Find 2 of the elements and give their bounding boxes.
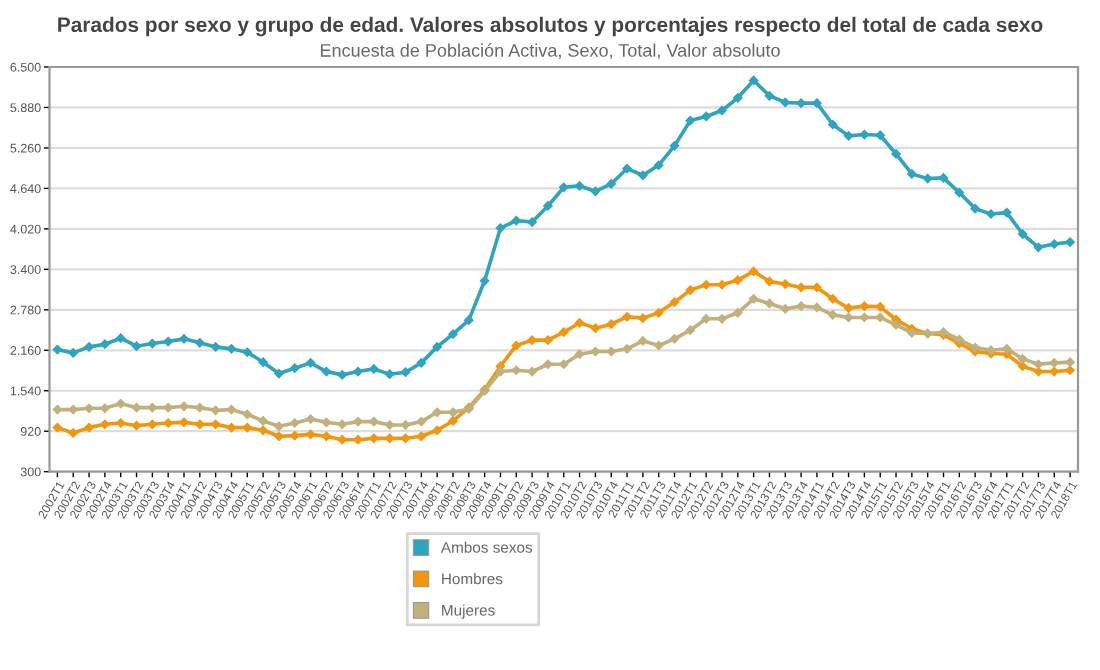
- chart-subtitle: Encuesta de Población Activa, Sexo, Total, Valor absoluto: [320, 43, 780, 59]
- chart-title: Parados por sexo y grupo de edad. Valores absolutos y porcentajes respecto del total de cada sexo: [58, 16, 1043, 37]
